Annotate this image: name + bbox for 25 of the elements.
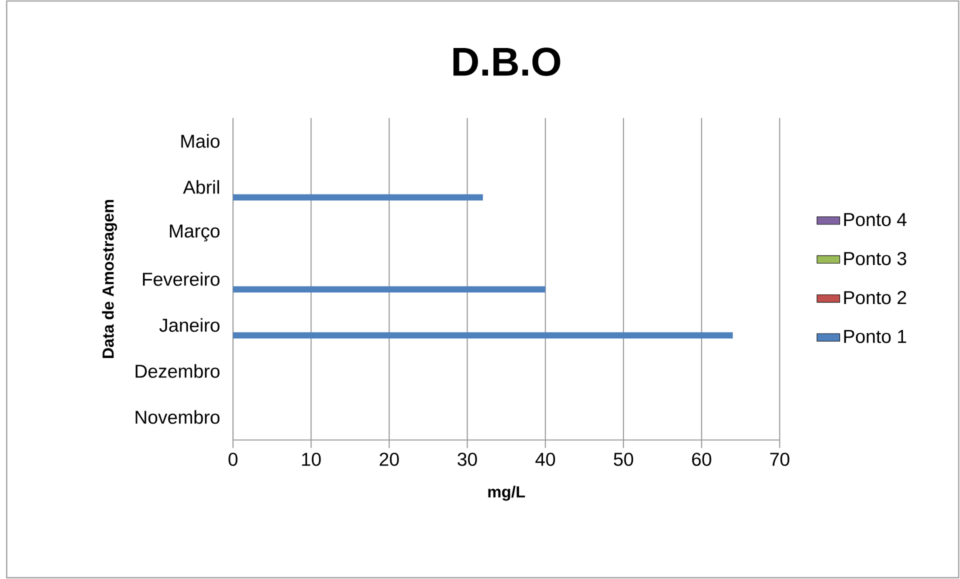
y-tick-label: Dezembro — [136, 364, 220, 378]
x-tick-label: 30 — [458, 452, 477, 466]
x-tick-label: 10 — [302, 452, 321, 466]
legend-label: Ponto 1 — [844, 330, 906, 344]
bar — [233, 194, 483, 200]
y-tick-label: Março — [170, 224, 220, 242]
legend-label: Ponto 3 — [844, 252, 906, 266]
x-tick-label: 50 — [614, 452, 634, 466]
x-tick-label: 40 — [535, 452, 556, 466]
y-tick-label: Abril — [182, 180, 220, 194]
x-tick-label: 20 — [380, 452, 399, 466]
chart-title: D.B.O — [453, 48, 560, 76]
bar — [233, 286, 546, 292]
y-tick-label: Novembro — [136, 410, 220, 424]
y-tick-label: Janeiro — [159, 318, 220, 332]
x-tick-label: 0 — [228, 452, 238, 466]
x-tick-label: 70 — [770, 452, 790, 466]
y-tick-label: Maio — [181, 134, 220, 148]
legend-label: Ponto 2 — [844, 290, 906, 304]
y-tick-label: Fevereiro — [142, 272, 220, 286]
y-axis-title: Data de Amostragem — [102, 200, 118, 358]
x-axis-title: mg/L — [488, 486, 525, 501]
x-tick-label: 60 — [692, 452, 712, 466]
legend-label: Ponto 4 — [844, 213, 906, 226]
bar — [233, 332, 733, 338]
